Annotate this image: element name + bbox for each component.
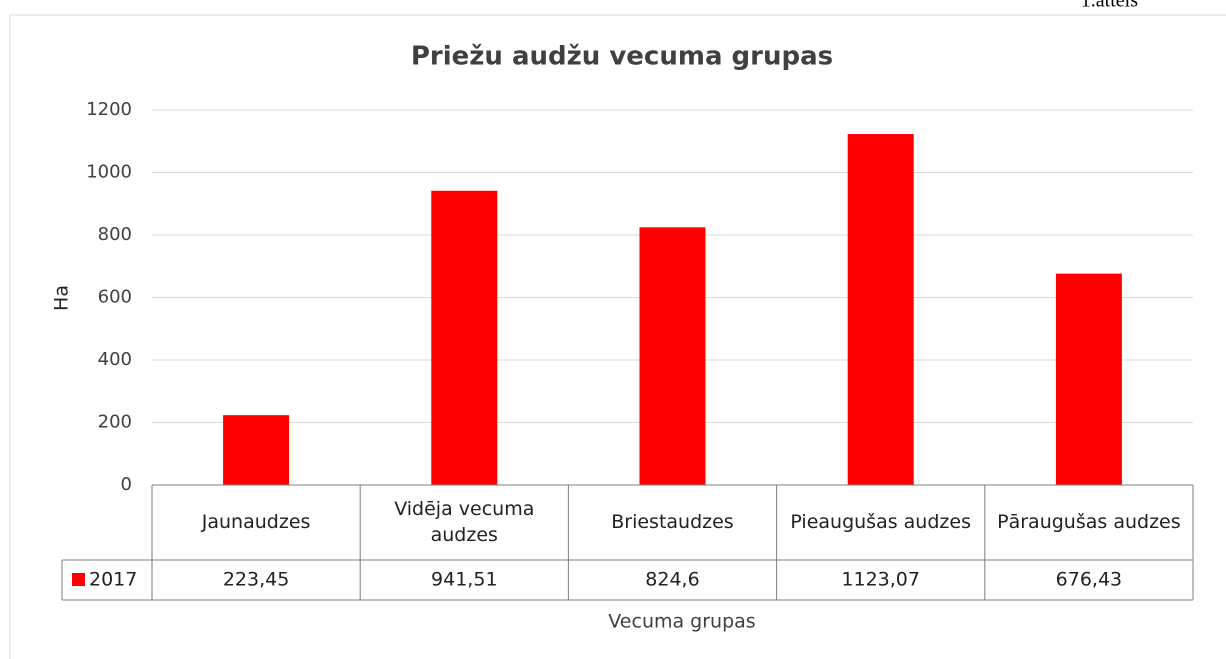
y-tick-label: 400 [98, 349, 132, 370]
data-table-value: 676,43 [1056, 569, 1122, 591]
legend-label: 2017 [89, 569, 137, 591]
x-tick-cell: Pieaugušas audzes [790, 510, 971, 533]
y-tick-label: 1200 [86, 99, 132, 120]
x-tick-label: Pāraugušas audzes [997, 510, 1181, 533]
bar [847, 134, 914, 485]
x-axis-title: Vecuma grupas [608, 611, 755, 633]
chart-frame [9, 14, 1226, 659]
x-tick-label: Jaunaudzes [201, 510, 311, 533]
x-tick-label: Pieaugušas audzes [790, 510, 971, 533]
x-tick-cell: Briestaudzes [611, 510, 734, 533]
y-tick-label: 800 [98, 224, 132, 245]
bar [1055, 273, 1122, 485]
y-tick-label: 600 [98, 287, 132, 308]
legend-swatch [72, 573, 85, 586]
x-tick-label: Vidēja vecuma audzes [394, 497, 535, 546]
data-table-value: 1123,07 [841, 569, 920, 591]
y-tick-label: 200 [98, 412, 132, 433]
x-tick-cell: Jaunaudzes [201, 510, 311, 533]
y-tick-label: 1000 [86, 162, 132, 183]
y-tick-label: 0 [121, 474, 132, 495]
caption-backdrop [1020, 0, 1180, 14]
x-tick-cell: Vidēja vecuma audzes [394, 497, 535, 546]
bar [223, 415, 290, 485]
x-tick-cell: Pāraugušas audzes [997, 510, 1181, 533]
bar [639, 227, 706, 485]
data-table-value: 941,51 [431, 569, 497, 591]
chart-title: Priežu audžu vecuma grupas [411, 42, 833, 72]
x-tick-label: Briestaudzes [611, 510, 734, 533]
data-table-value: 824,6 [645, 569, 699, 591]
caption: 1.attēls [1081, 0, 1138, 12]
data-table-value: 223,45 [223, 569, 289, 591]
y-axis-title: Ha [51, 285, 73, 311]
bar [431, 190, 498, 485]
